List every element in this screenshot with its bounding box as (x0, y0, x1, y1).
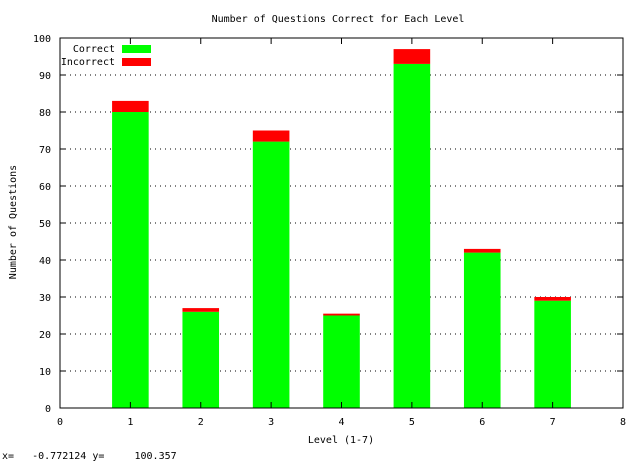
y-tick-label: 30 (39, 293, 51, 304)
bar-incorrect-level-1 (112, 100, 149, 112)
bar-incorrect-level-5 (393, 49, 431, 64)
y-tick-label: 40 (39, 256, 51, 267)
x-tick-label: 7 (550, 417, 556, 428)
bar-correct-level-2 (182, 311, 220, 408)
x-tick-label: 6 (479, 417, 485, 428)
legend-swatch-correct (122, 45, 151, 53)
legend: Correct Incorrect (61, 44, 151, 68)
bar-incorrect-level-6 (463, 248, 501, 253)
x-axis-label: Level (1-7) (308, 435, 374, 446)
y-tick-label: 0 (45, 404, 51, 415)
x-tick-label: 2 (198, 417, 204, 428)
y-tick-label: 20 (39, 330, 51, 341)
legend-label-correct: Correct (73, 44, 115, 55)
y-tick-label: 70 (39, 145, 51, 156)
y-axis-label: Number of Questions (8, 165, 19, 279)
bar-correct-level-1 (112, 112, 149, 408)
chart-title: Number of Questions Correct for Each Lev… (212, 14, 465, 25)
legend-label-incorrect: Incorrect (61, 57, 115, 68)
bar-incorrect-level-7 (534, 297, 571, 301)
y-tick-label: 90 (39, 71, 51, 82)
status-y-label: y= (92, 451, 105, 462)
y-tick-label: 10 (39, 367, 51, 378)
stacked-bar-chart: Number of Questions Correct for Each Lev… (8, 14, 626, 446)
status-x-value: -0.772124 (32, 451, 87, 462)
bar-correct-level-4 (323, 315, 360, 408)
y-tick-label: 80 (39, 108, 51, 119)
plot-frame (59, 37, 624, 409)
y-tick-label: 60 (39, 182, 51, 193)
bar-correct-level-6 (463, 252, 501, 408)
x-tick-label: 5 (409, 417, 415, 428)
legend-swatch-incorrect (122, 58, 151, 66)
x-tick-label: 4 (338, 417, 344, 428)
x-tick-label: 3 (268, 417, 274, 428)
bar-correct-level-7 (534, 300, 571, 408)
y-tick-label: 50 (39, 219, 51, 230)
bar-correct-level-3 (252, 141, 290, 408)
status-x-label: x= (2, 451, 15, 462)
bars (112, 49, 571, 409)
bar-incorrect-level-2 (182, 308, 220, 312)
bar-incorrect-level-4 (323, 313, 360, 316)
x-tick-label: 1 (127, 417, 133, 428)
bar-correct-level-5 (393, 63, 431, 409)
tick-labels: 0 10 20 30 40 50 60 70 80 90 100 0 1 2 3 4 5 6 7 8 (33, 34, 626, 428)
x-tick-label: 8 (620, 417, 626, 428)
bar-incorrect-level-3 (252, 130, 290, 142)
status-bar: x= -0.772124 y= 100.357 (2, 450, 638, 463)
status-y-value: 100.357 (134, 451, 177, 462)
axes (59, 37, 624, 409)
y-tick-label: 100 (33, 34, 51, 45)
x-tick-label: 0 (57, 417, 63, 428)
